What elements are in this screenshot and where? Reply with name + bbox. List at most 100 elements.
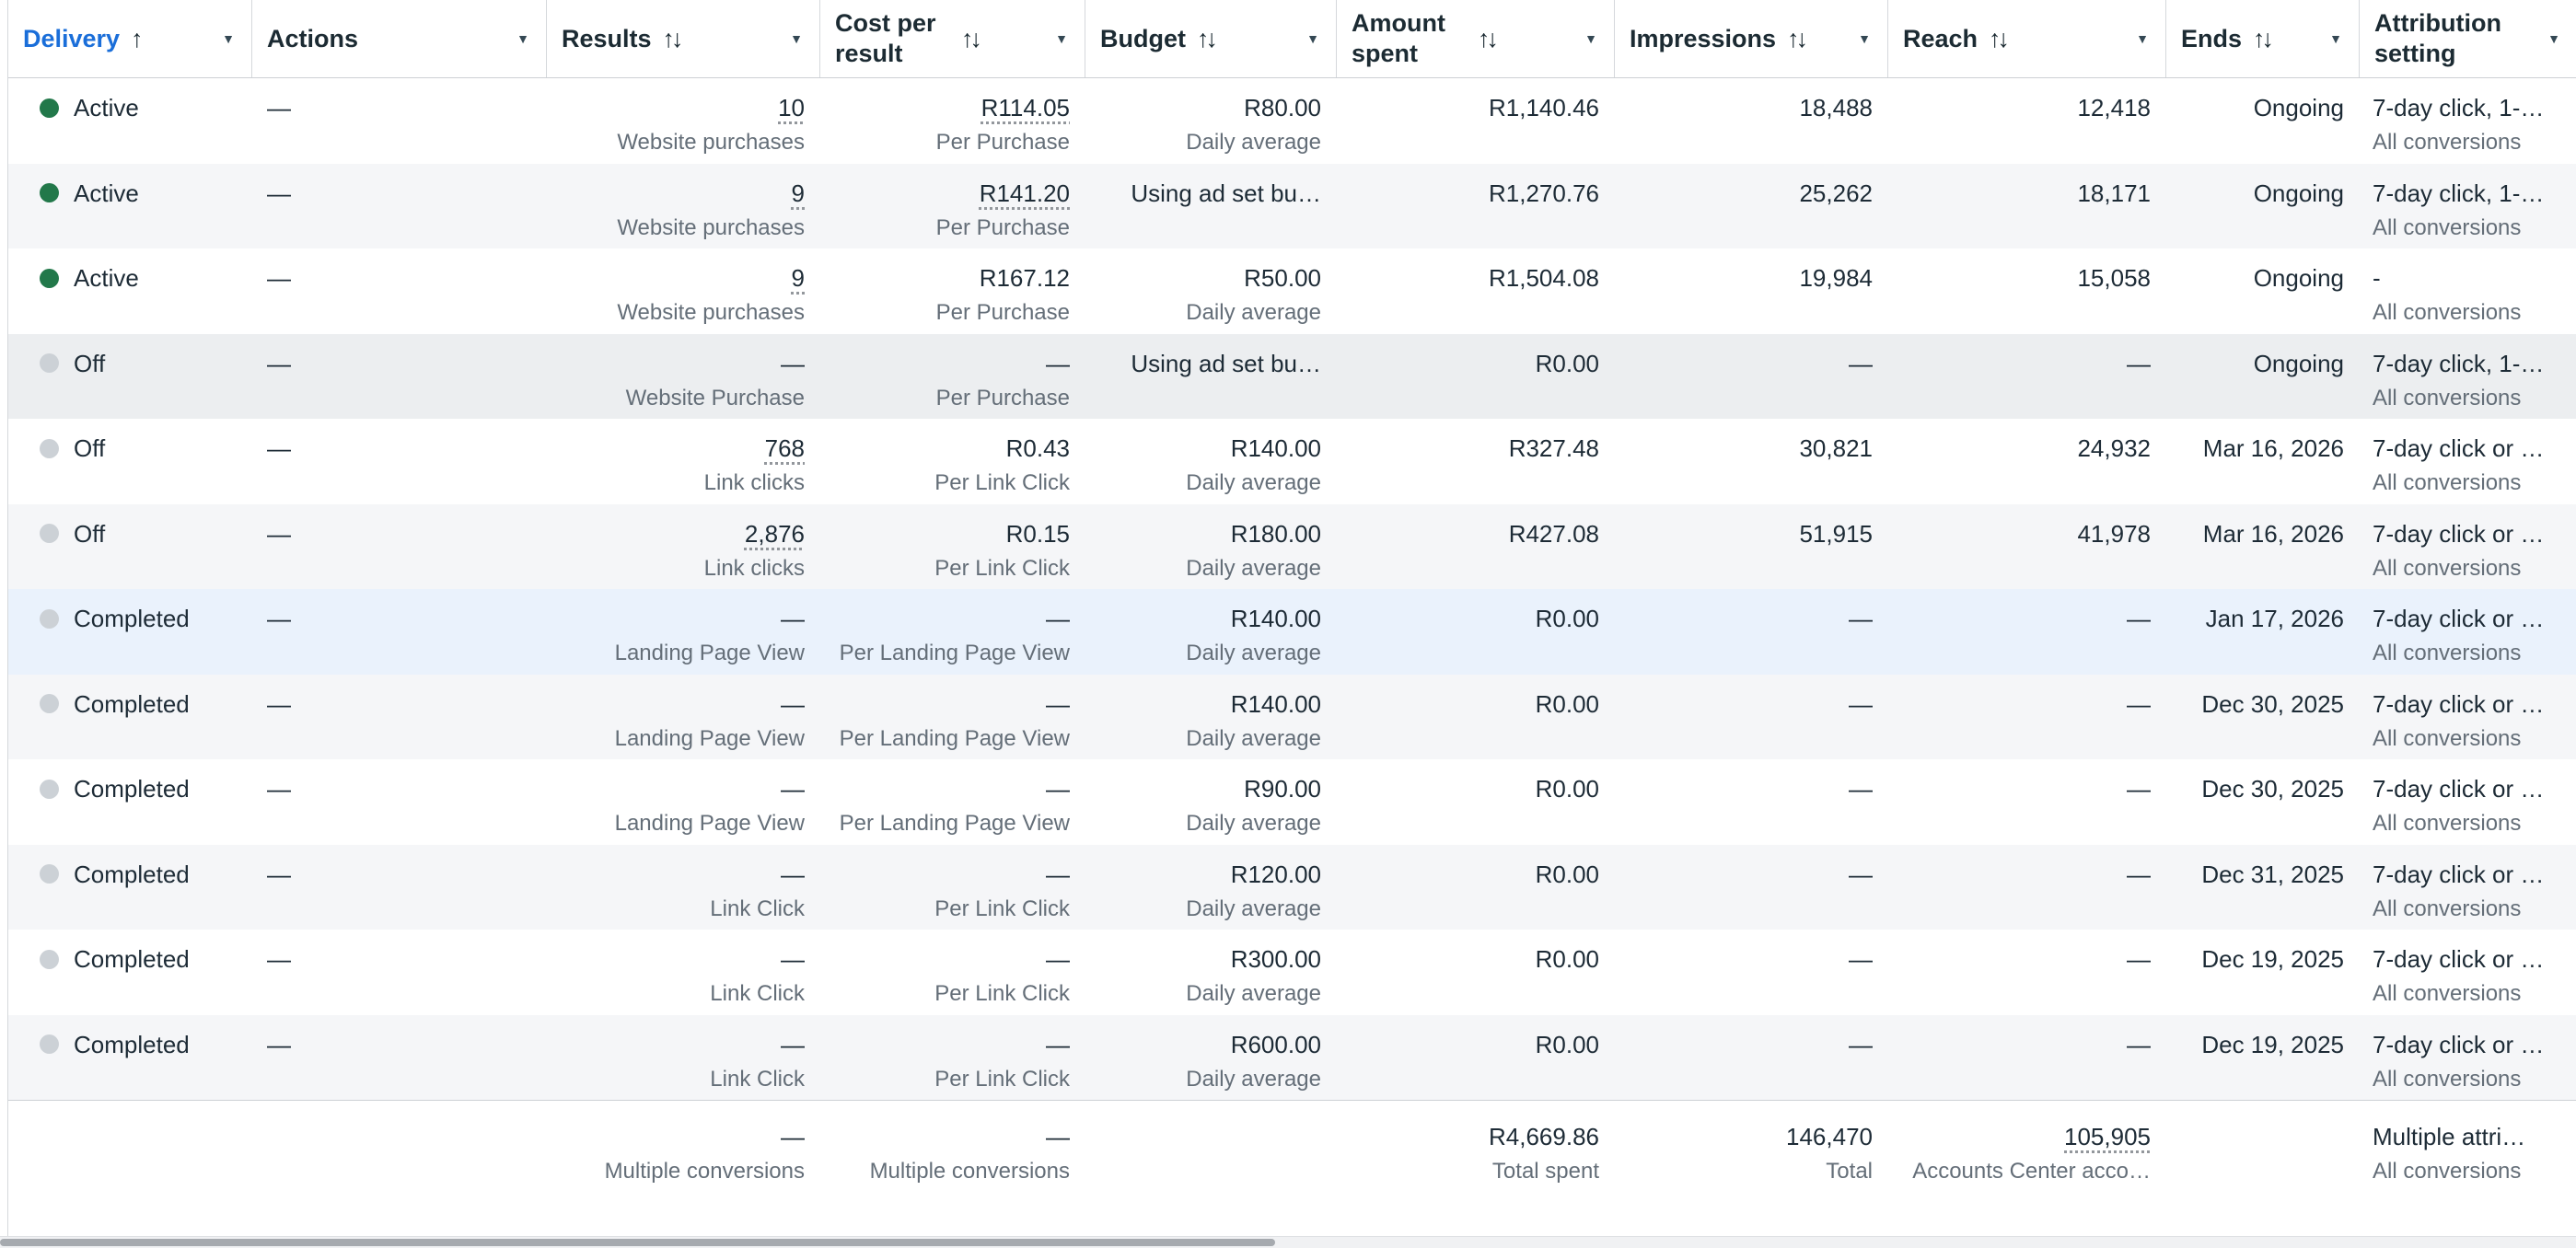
col-header-amount-spent[interactable]: Amount spent ↑↓ ▼ [1337,0,1615,77]
budget-cell: R300.00 Daily average [1085,930,1337,1015]
budget-cell: R140.00 Daily average [1085,589,1337,675]
delivery-status-label: Off [74,519,106,548]
table-row[interactable]: Completed — — Landing Page View — Per La… [8,589,2576,675]
dropdown-caret-icon[interactable]: ▼ [2136,30,2149,46]
amount-spent-value: R427.08 [1508,519,1599,548]
table-row[interactable]: Active — 9 Website purchases R167.12 Per… [8,248,2576,334]
impressions-cell: — [1615,930,1888,1015]
ends-value: Dec 30, 2025 [2201,689,2344,718]
col-header-results[interactable]: Results ↑↓ ▼ [547,0,820,77]
budget-type-label: Daily average [1186,896,1321,921]
results-cell: 9 Website purchases [547,164,820,249]
cost-per-result-value: — [1046,605,1070,632]
budget-value: R50.00 [1244,264,1321,292]
table-row[interactable]: Active — 9 Website purchases R141.20 Per… [8,163,2576,249]
delivery-status-label: Off [74,434,106,462]
table-row[interactable]: Completed — — Landing Page View — Per La… [8,674,2576,760]
table-row[interactable]: Completed — — Landing Page View — Per La… [8,759,2576,845]
attribution-sub-label: All conversions [2373,896,2522,921]
delivery-cell: Completed [8,1015,252,1074]
sort-both-icon[interactable]: ↑↓ [1478,24,1499,52]
sort-ascending-icon[interactable]: ↑ [131,24,143,52]
sort-both-icon[interactable]: ↑↓ [961,24,982,52]
dropdown-caret-icon[interactable]: ▼ [516,30,529,46]
table-row[interactable]: Off — 768 Link clicks R0.43 Per Link Cli… [8,419,2576,504]
delivery-status-label: Completed [74,775,190,803]
delivery-status-label: Completed [74,1030,190,1058]
budget-value: R90.00 [1244,775,1321,803]
horizontal-scrollbar-thumb[interactable] [0,1239,1275,1246]
ends-cell: Ongoing [2166,248,2360,334]
actions-value: — [267,179,291,207]
col-header-ends[interactable]: Ends ↑↓ ▼ [2166,0,2360,77]
reach-value: 24,932 [2077,434,2151,462]
attribution-sub-label: All conversions [2373,214,2522,240]
cost-per-result-value: R167.12 [979,264,1070,292]
col-header-cost-per-result[interactable]: Cost per result ↑↓ ▼ [820,0,1085,77]
results-value: — [781,349,805,377]
results-value[interactable]: 2,876 [744,519,805,548]
reach-value: — [2127,605,2151,632]
dropdown-caret-icon[interactable]: ▼ [222,30,235,46]
cost-per-result-cell: — Per Landing Page View [820,675,1085,760]
col-label: Results [562,24,652,52]
col-header-impressions[interactable]: Impressions ↑↓ ▼ [1615,0,1888,77]
totals-reach-value[interactable]: 105,905 [2064,1123,2151,1150]
table-row[interactable]: Completed — — Link Click — Per Link Clic… [8,930,2576,1015]
results-cell: — Website Purchase [547,334,820,420]
cost-per-result-value[interactable]: R114.05 [981,94,1070,121]
horizontal-scrollbar[interactable] [0,1236,2576,1248]
dropdown-caret-icon[interactable]: ▼ [1858,30,1871,46]
delivery-status-dot [40,438,59,458]
dropdown-caret-icon[interactable]: ▼ [790,30,803,46]
table-row[interactable]: Off — 2,876 Link clicks R0.15 Per Link C… [8,503,2576,590]
impressions-value: — [1849,945,1873,973]
table-row[interactable]: Completed — — Link Click — Per Link Clic… [8,844,2576,930]
results-value[interactable]: 10 [778,94,805,121]
col-header-reach[interactable]: Reach ↑↓ ▼ [1888,0,2166,77]
ends-value: Ongoing [2253,179,2344,207]
attribution-value: 7-day click or … [2373,860,2545,888]
budget-value: R80.00 [1244,94,1321,121]
impressions-cell: 25,262 [1615,164,1888,249]
table-row[interactable]: Off — — Website Purchase — Per Purchase … [8,333,2576,420]
delivery-cell: Completed [8,589,252,648]
col-header-delivery[interactable]: Delivery ↑ ▼ [8,0,252,77]
results-type-label: Website purchases [617,130,805,155]
sort-both-icon[interactable]: ↑↓ [2253,24,2274,52]
col-header-attribution-setting[interactable]: Attribution setting ▼ [2360,0,2576,77]
dropdown-caret-icon[interactable]: ▼ [2547,30,2560,46]
results-value[interactable]: 9 [791,179,805,207]
amount-spent-cell: R0.00 [1337,759,1615,845]
amount-spent-cell: R1,270.76 [1337,164,1615,249]
cost-type-label: Per Purchase [935,385,1070,410]
cost-per-result-value[interactable]: R141.20 [979,179,1070,207]
dropdown-caret-icon[interactable]: ▼ [1584,30,1597,46]
table-row[interactable]: Completed — — Link Click — Per Link Clic… [8,1014,2576,1100]
attribution-value: 7-day click or … [2373,775,2545,803]
amount-spent-value: R1,504.08 [1489,264,1599,292]
dropdown-caret-icon[interactable]: ▼ [1055,30,1068,46]
col-label: Impressions [1630,24,1777,52]
sort-both-icon[interactable]: ↑↓ [1989,24,2010,52]
totals-row: — Multiple conversions — Multiple conver… [8,1100,2576,1236]
amount-spent-cell: R0.00 [1337,930,1615,1015]
attribution-cell: - All conversions [2360,248,2576,334]
sort-both-icon[interactable]: ↑↓ [662,24,684,52]
table-row[interactable]: Active — 10 Website purchases R114.05 Pe… [8,78,2576,164]
attribution-cell: 7-day click or … All conversions [2360,589,2576,675]
col-header-budget[interactable]: Budget ↑↓ ▼ [1085,0,1337,77]
results-value[interactable]: 9 [791,264,805,292]
actions-cell: — [252,419,547,504]
dropdown-caret-icon[interactable]: ▼ [1306,30,1319,46]
col-header-actions[interactable]: Actions ▼ [252,0,547,77]
results-cell: 2,876 Link clicks [547,504,820,590]
sort-both-icon[interactable]: ↑↓ [1196,24,1218,52]
attribution-value: 7-day click or … [2373,605,2545,632]
budget-type-label: Daily average [1186,641,1321,665]
results-value[interactable]: 768 [764,434,805,462]
cost-type-label: Per Link Click [934,470,1070,495]
dropdown-caret-icon[interactable]: ▼ [2329,30,2342,46]
totals-budget-cell [1085,1101,1337,1236]
sort-both-icon[interactable]: ↑↓ [1787,24,1808,52]
